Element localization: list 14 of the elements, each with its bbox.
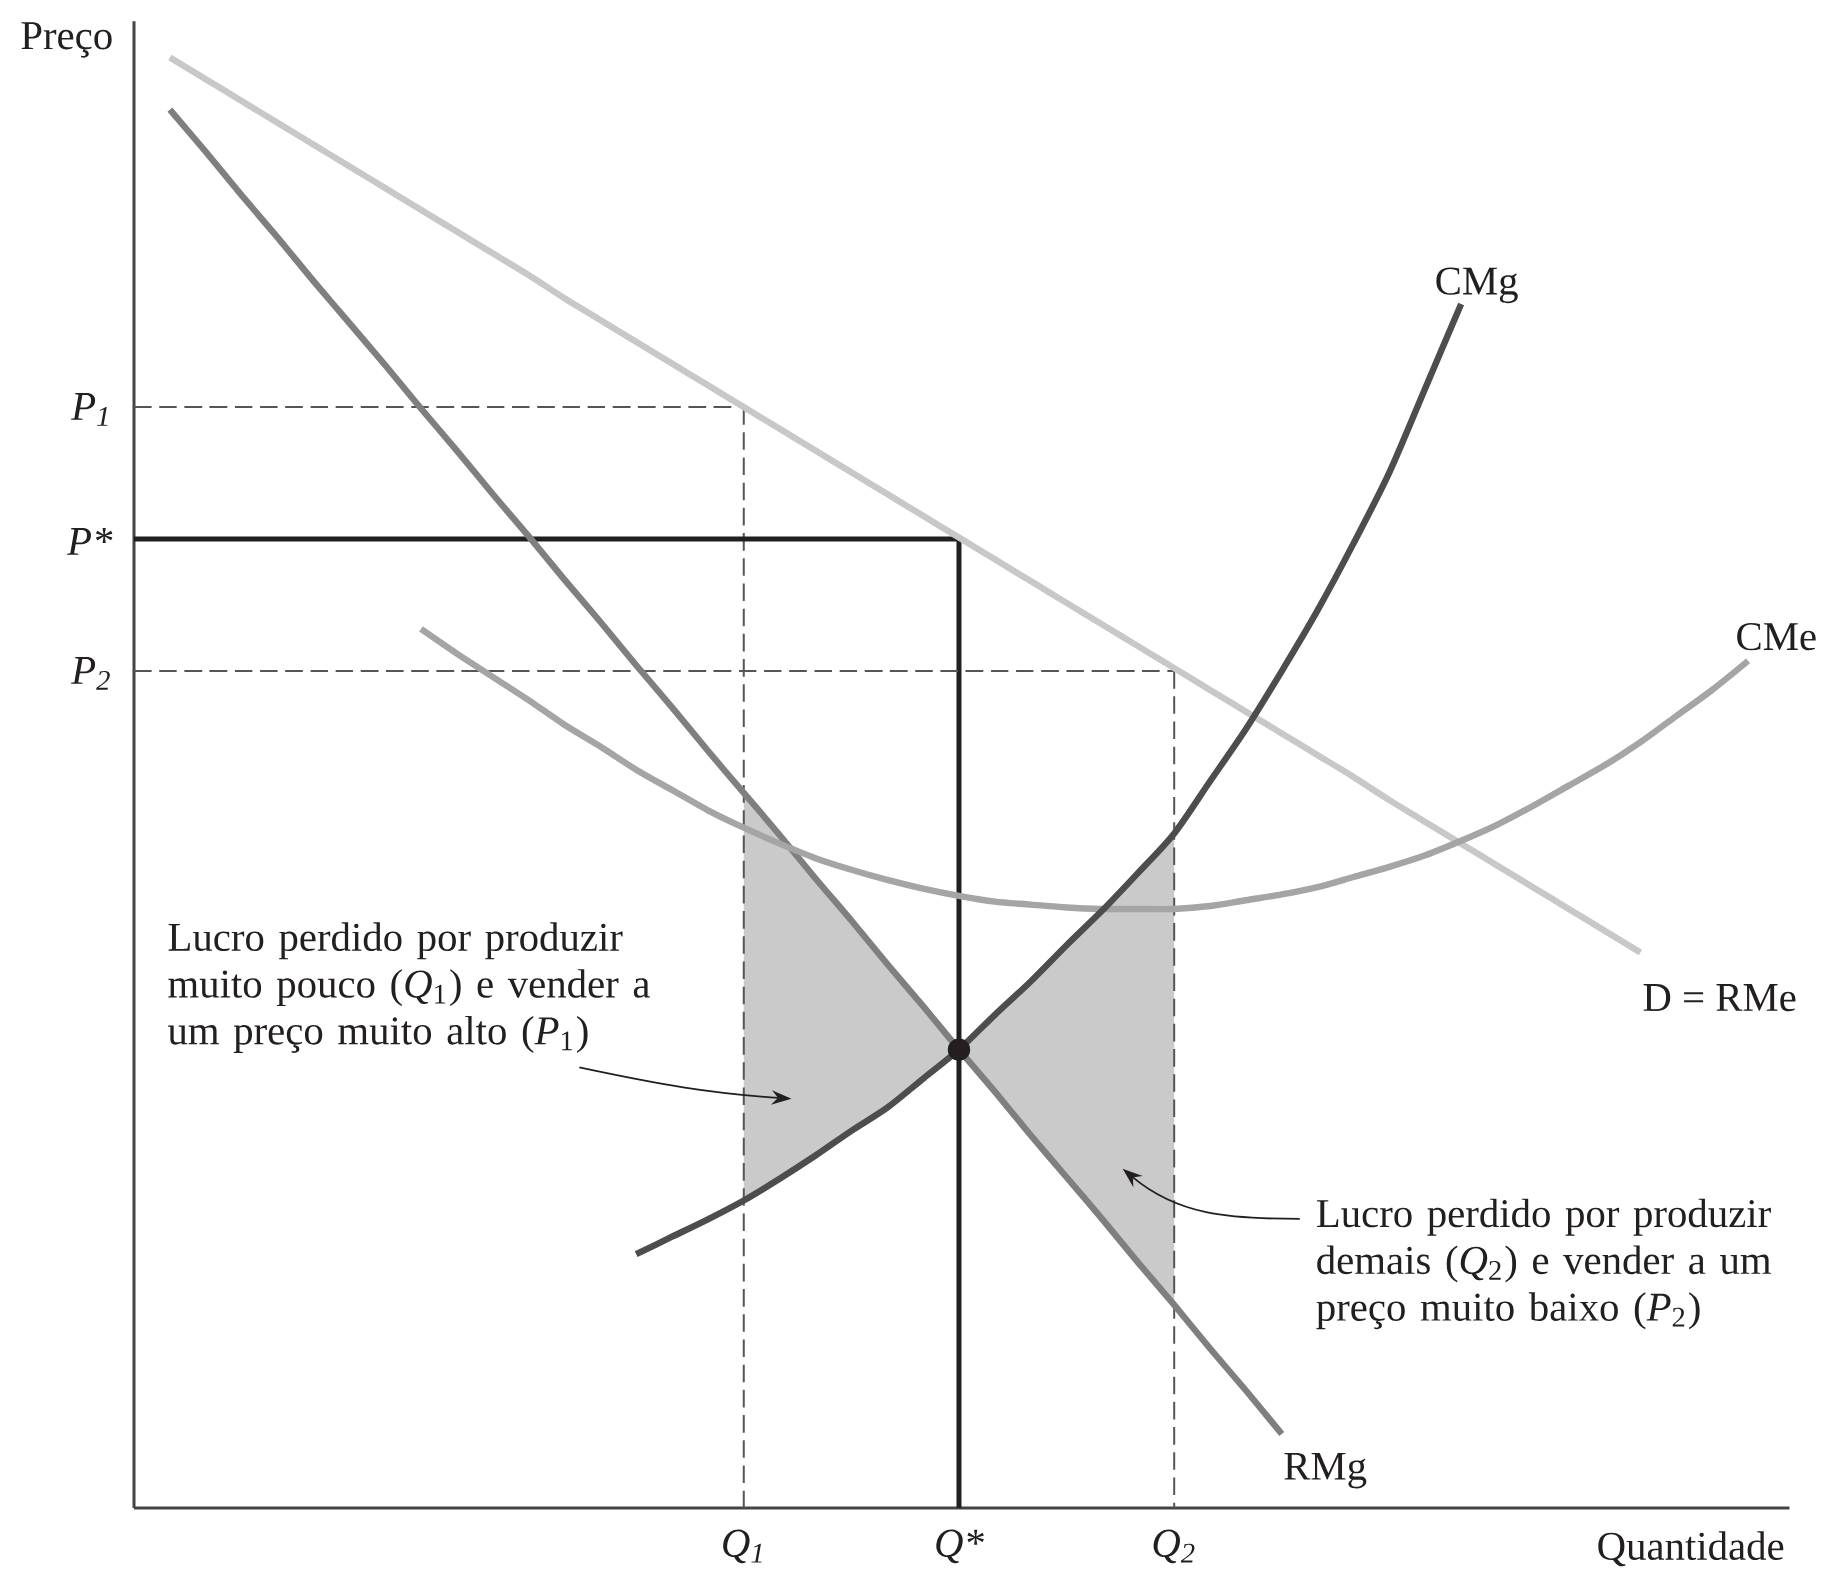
text: P* — [66, 528, 113, 555]
x-tick-label: Q$_{2}$ — [1153, 1529, 1195, 1564]
text: P$_{1}$ — [71, 393, 108, 426]
series-label: CMe — [1737, 622, 1816, 651]
x-tick-label: Q* — [936, 1529, 984, 1564]
series-label: CMg — [1436, 267, 1518, 304]
series-label: D = RMe — [1643, 984, 1796, 1012]
x-tick-label: Q$_{1}$ — [723, 1529, 762, 1564]
text: P$_{2}$ — [71, 657, 110, 690]
y-axis-title: Preço — [21, 22, 112, 58]
text: Lucro perdido por produzir demais (Q$_{2}$) e vender a um preço muito baixo (P$_{2}$) — [1316, 1198, 1771, 1330]
x-axis-title: Quantidade — [1598, 1531, 1784, 1567]
series-label: RMg — [1284, 1452, 1367, 1489]
text: Lucro perdido por produzir muito pouco (Q$_{1}$) e vender a um preço muito alto (P$_{1}$) — [168, 922, 650, 1053]
